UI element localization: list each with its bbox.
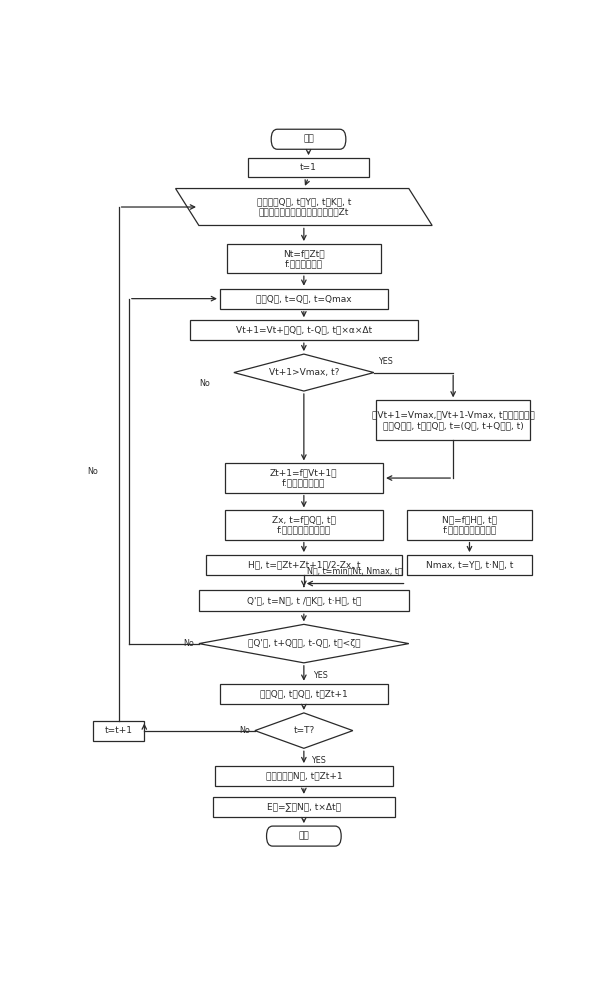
Bar bbox=[406, 555, 533, 575]
Text: 读取数据Q入, t、Y机, t、K机, t
令上一时段末水位为本时段初水位Zt: 读取数据Q入, t、Y机, t、K机, t 令上一时段末水位为本时段初水位Zt bbox=[256, 197, 351, 217]
Text: t=t+1: t=t+1 bbox=[105, 726, 132, 735]
Bar bbox=[220, 289, 388, 309]
Text: t=1: t=1 bbox=[300, 163, 317, 172]
Text: Vt+1>Vmax, t?: Vt+1>Vmax, t? bbox=[268, 368, 339, 377]
Bar bbox=[93, 721, 144, 741]
Text: 假定Q机, t=Q引, t=Qmax: 假定Q机, t=Q引, t=Qmax bbox=[256, 294, 352, 303]
Text: Nmax, t=Y机, t·N预, t: Nmax, t=Y机, t·N预, t bbox=[426, 561, 513, 570]
Bar bbox=[248, 158, 369, 177]
Text: No: No bbox=[87, 467, 98, 476]
Polygon shape bbox=[234, 354, 374, 391]
Polygon shape bbox=[199, 624, 409, 663]
Text: H机, t=（Zt+Zt+1）/2-Zx, t: H机, t=（Zt+Zt+1）/2-Zx, t bbox=[247, 561, 360, 570]
Bar bbox=[225, 510, 383, 540]
Text: YES: YES bbox=[379, 357, 393, 366]
Bar bbox=[213, 797, 395, 817]
Text: E机=∑（N机, t×Δt）: E机=∑（N机, t×Δt） bbox=[267, 802, 341, 811]
Text: N预=f（H机, t）
f:查水头预想出力曲线: N预=f（H机, t） f:查水头预想出力曲线 bbox=[442, 515, 497, 535]
Text: Nt=f（Zt）
f:查水库调度图: Nt=f（Zt） f:查水库调度图 bbox=[283, 249, 324, 268]
Text: 结束: 结束 bbox=[299, 832, 309, 841]
Bar bbox=[199, 590, 409, 611]
Bar bbox=[376, 400, 530, 440]
Text: Vt+1=Vt+（Q入, t-Q机, t）×α×Δt: Vt+1=Vt+（Q入, t-Q机, t）×α×Δt bbox=[236, 326, 372, 335]
Bar bbox=[206, 555, 402, 575]
Text: YES: YES bbox=[313, 671, 328, 680]
Bar bbox=[190, 320, 418, 340]
Polygon shape bbox=[255, 713, 353, 748]
Text: No: No bbox=[200, 379, 211, 388]
Bar bbox=[220, 684, 388, 704]
Text: Q'引, t=N机, t /（K机, t·H机, t）: Q'引, t=N机, t /（K机, t·H机, t） bbox=[247, 596, 361, 605]
Text: N机, t=min（Nt, Nmax, t）: N机, t=min（Nt, Nmax, t） bbox=[308, 567, 403, 576]
Text: 输出各时段N机, t、Zt+1: 输出各时段N机, t、Zt+1 bbox=[265, 772, 342, 781]
FancyBboxPatch shape bbox=[267, 826, 341, 846]
Text: t=T?: t=T? bbox=[293, 726, 314, 735]
Bar bbox=[225, 463, 383, 493]
Text: No: No bbox=[184, 639, 194, 648]
Text: YES: YES bbox=[311, 756, 326, 765]
Text: No: No bbox=[240, 726, 250, 735]
Polygon shape bbox=[176, 189, 432, 225]
FancyBboxPatch shape bbox=[272, 129, 346, 149]
Bar bbox=[216, 766, 393, 786]
Text: 记录Q引, t、Q机, t、Zt+1: 记录Q引, t、Q机, t、Zt+1 bbox=[260, 689, 348, 698]
Bar bbox=[227, 244, 381, 273]
Text: 开始: 开始 bbox=[303, 135, 314, 144]
Text: Zx, t=f（Q机, t）
f:查下游水位流量曲线: Zx, t=f（Q机, t） f:查下游水位流量曲线 bbox=[272, 515, 336, 535]
Text: 令Vt+1=Vmax,则Vt+1-Vmax, t为弃水量，并
计算Q弃流, t，则Q机, t=(Q引, t+Q弃流, t): 令Vt+1=Vmax,则Vt+1-Vmax, t为弃水量，并 计算Q弃流, t，… bbox=[372, 411, 535, 430]
Bar bbox=[406, 510, 533, 540]
Text: Zt+1=f（Vt+1）
f:查水位库容曲线: Zt+1=f（Vt+1） f:查水位库容曲线 bbox=[270, 468, 338, 488]
Text: （Q'引, t+Q弃流, t-Q机, t）<ζ？: （Q'引, t+Q弃流, t-Q机, t）<ζ？ bbox=[247, 639, 360, 648]
